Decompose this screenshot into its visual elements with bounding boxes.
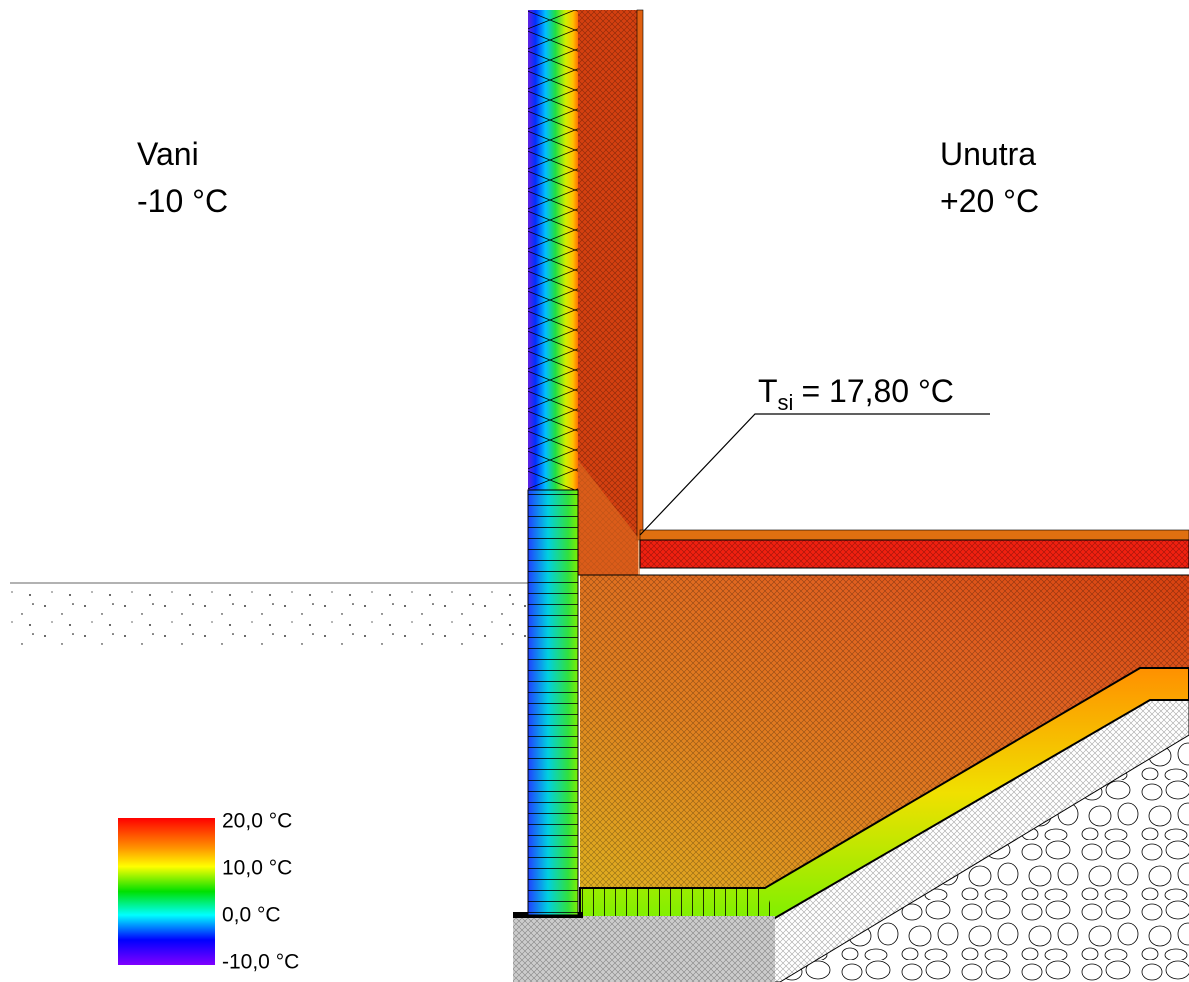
legend: 20,0 °C 10,0 °C 0,0 °C -10,0 °C bbox=[222, 810, 299, 974]
legend-scale bbox=[118, 818, 215, 965]
thermal-diagram: Vani -10 °C Unutra +20 °C Tsi= 17,80 °C … bbox=[0, 0, 1189, 982]
wall-insulation-pattern bbox=[528, 10, 578, 490]
annotation-value: = 17,80 °C bbox=[801, 373, 953, 409]
slope-insulation-lines bbox=[580, 888, 775, 918]
inside-temperature: +20 °C bbox=[940, 183, 1039, 219]
base-insulation-lines bbox=[528, 490, 578, 915]
legend-label: -10,0 °C bbox=[222, 951, 299, 974]
floor-hatch bbox=[640, 540, 1189, 568]
leader-line bbox=[640, 414, 990, 535]
ground bbox=[10, 583, 528, 645]
annotation-subscript: si bbox=[778, 390, 794, 415]
outside-label: Vani bbox=[137, 136, 199, 172]
floor-finish bbox=[640, 530, 1189, 540]
annotation-symbol: T bbox=[758, 373, 778, 409]
inside-label: Unutra bbox=[940, 136, 1036, 172]
base-hatch bbox=[513, 916, 775, 982]
outside-temperature: -10 °C bbox=[137, 183, 228, 219]
annotation: Tsi = 17,80 °C bbox=[758, 373, 954, 415]
legend-label: 20,0 °C bbox=[222, 810, 292, 833]
legend-label: 0,0 °C bbox=[222, 904, 281, 927]
wall-finish bbox=[637, 10, 643, 540]
legend-label: 10,0 °C bbox=[222, 857, 292, 880]
